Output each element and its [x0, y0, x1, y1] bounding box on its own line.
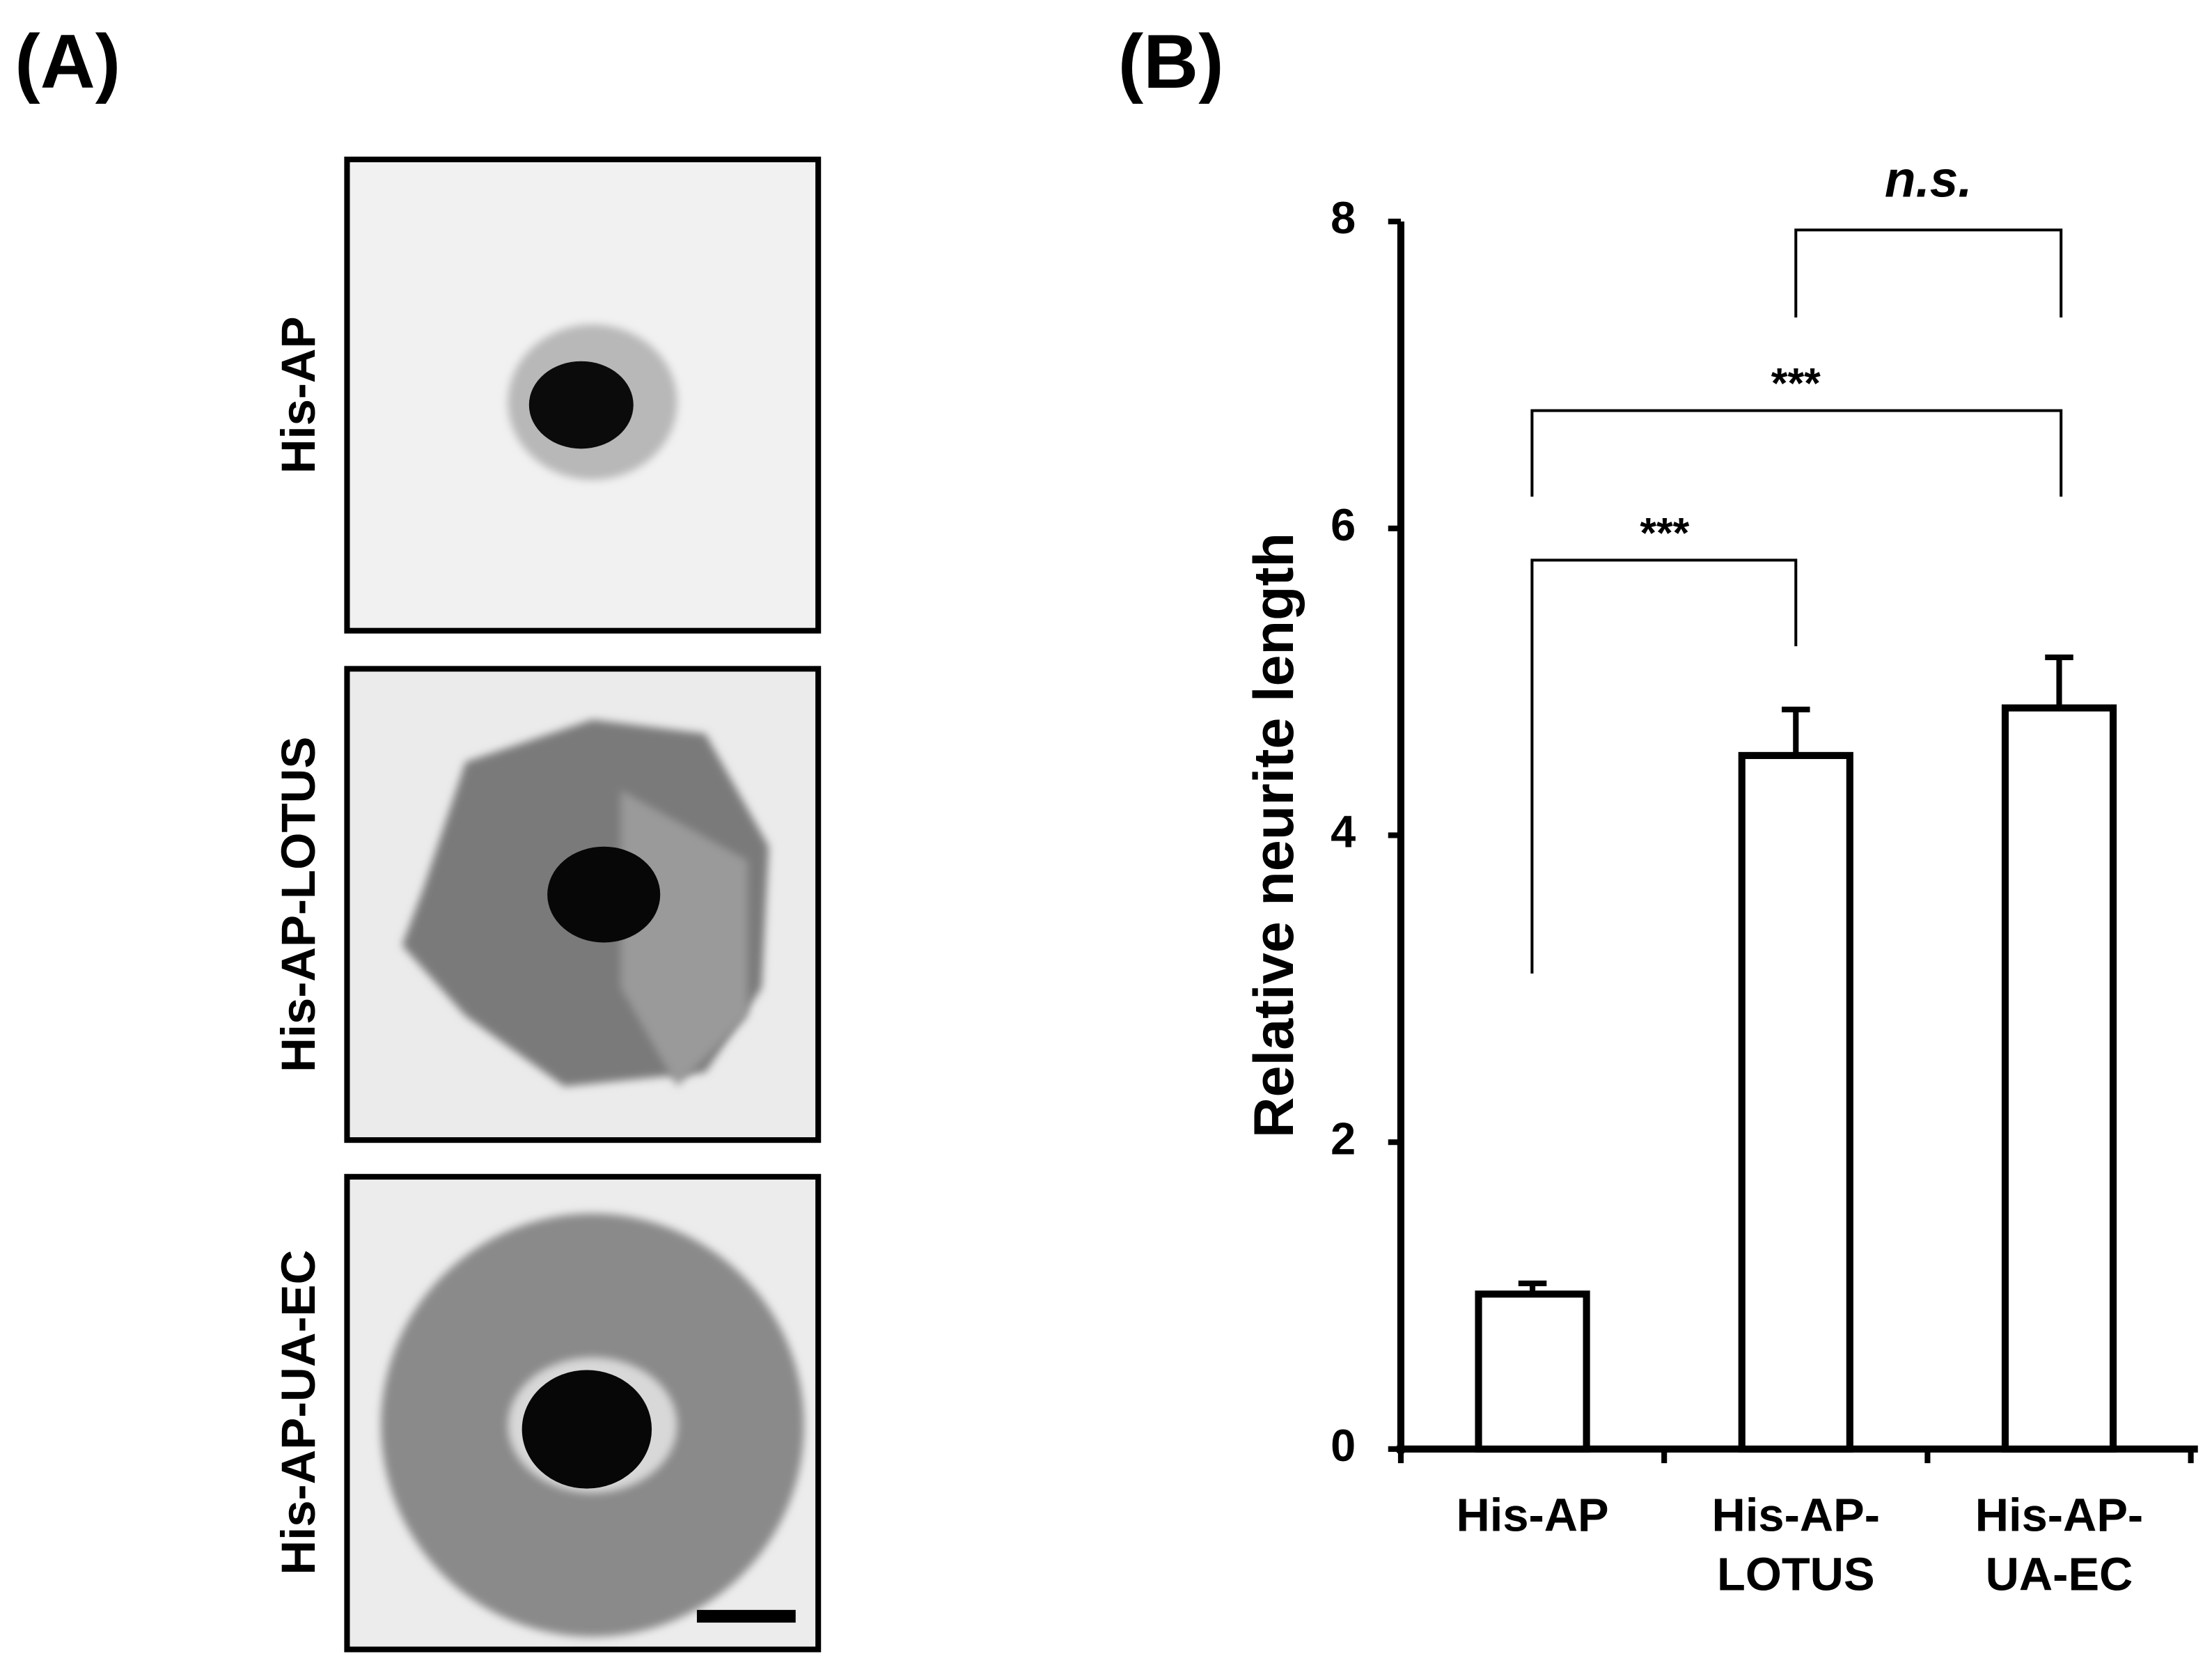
significance-brackets	[1530, 228, 2063, 974]
annotation: ***	[1771, 359, 1821, 407]
panel-label: (B)	[1118, 19, 1224, 104]
y-tick-label: 8	[1331, 192, 1356, 243]
y-tick-label: 0	[1331, 1420, 1356, 1471]
x-tick-label: His-AP	[1456, 1488, 1609, 1541]
annotation: ***	[1640, 509, 1689, 556]
panel-label: (A)	[15, 19, 120, 104]
y-tick-label: 2	[1331, 1113, 1356, 1164]
image-label: His-AP-UA-EC	[272, 1250, 325, 1575]
x-tick-label: His-AP- LOTUS	[1711, 1488, 1881, 1600]
x-tick-label-box: His-AP	[1456, 1488, 1609, 1541]
x-tick-label-box: His-AP- UA-EC	[1975, 1488, 2144, 1600]
micrograph	[344, 156, 822, 634]
bar	[2001, 704, 2117, 1453]
scale-bar	[696, 1609, 796, 1623]
x-tick-label-box: His-AP- LOTUS	[1711, 1488, 1881, 1600]
bar	[1738, 751, 1853, 1453]
y-axis-label: Relative neurite length	[1243, 533, 1305, 1138]
y-tick-label: 4	[1331, 806, 1356, 857]
x-tick-label: His-AP- UA-EC	[1975, 1488, 2144, 1600]
image-label: His-AP-LOTUS	[272, 737, 325, 1072]
bar	[1475, 1290, 1590, 1453]
micrograph	[344, 666, 822, 1143]
micrograph	[344, 1173, 822, 1653]
image-label: His-AP	[272, 316, 325, 474]
annotation: n.s.	[1885, 152, 1972, 208]
y-tick-label: 6	[1331, 499, 1356, 550]
